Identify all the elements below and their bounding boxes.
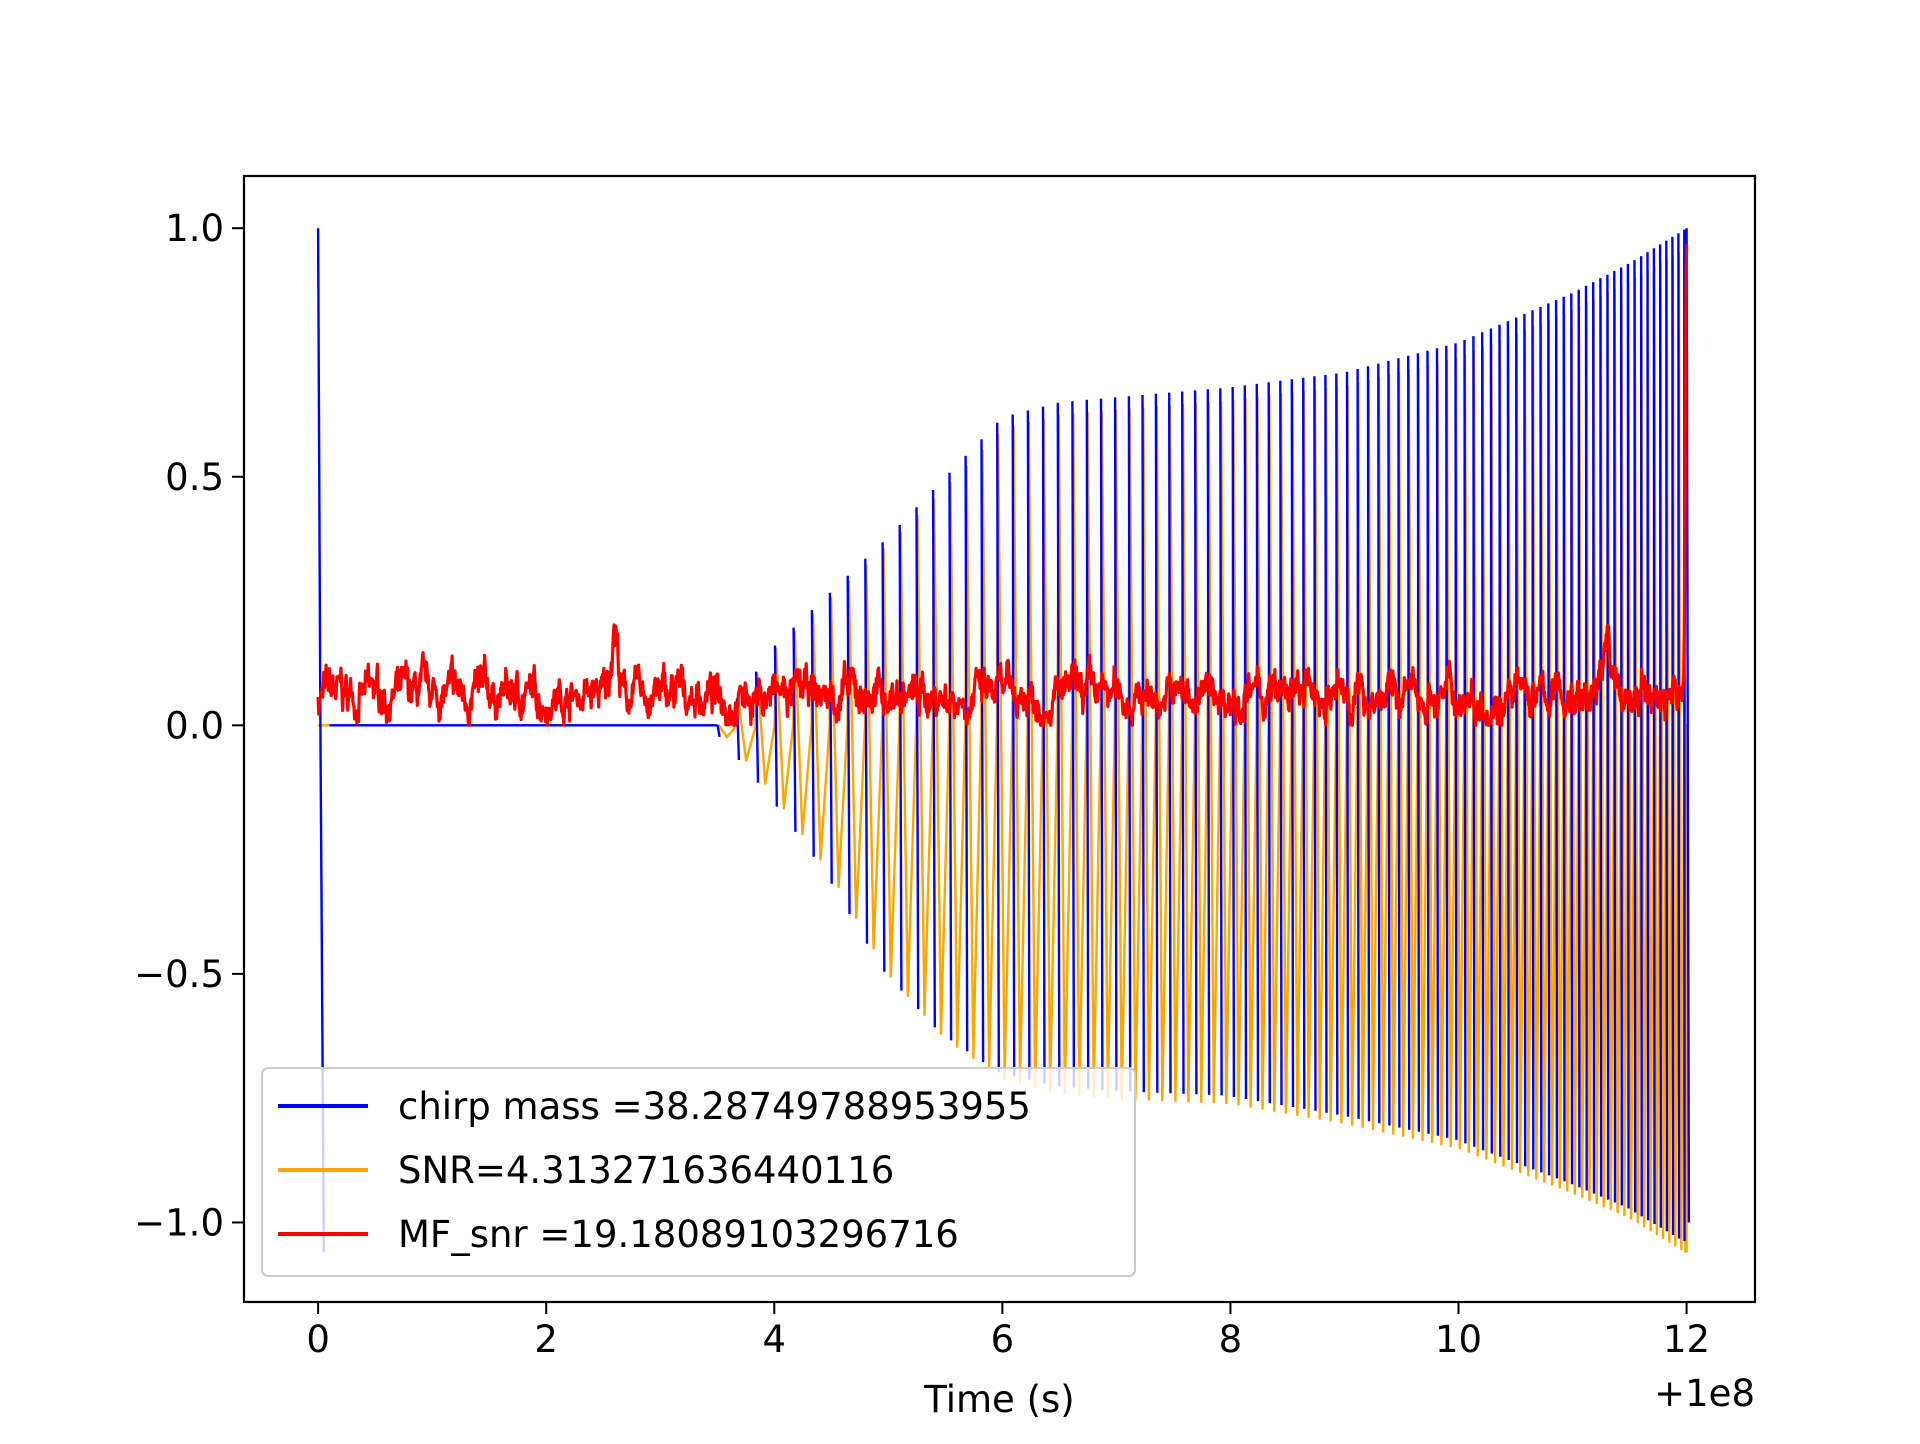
x-tick-label: 8 (1219, 1318, 1243, 1361)
x-tick-label: 0 (306, 1318, 330, 1361)
chirp-mass-series-line (316, 228, 1691, 1253)
y-tick-label: 1.0 (165, 207, 224, 250)
legend-entry-label: SNR=4.313271636440116 (398, 1149, 894, 1192)
axes-frame (242, 174, 1757, 1304)
x-axis-label: Time (s) (923, 1378, 1074, 1421)
x-tick-label: 4 (763, 1318, 787, 1361)
x-axis: 0 2 4 6 8 10 12 (306, 1302, 1710, 1361)
legend: chirp mass =38.28749788953955 SNR=4.31327… (261, 1067, 1136, 1277)
x-axis-offset-text: +1e8 (1654, 1372, 1755, 1415)
y-axis: −1.0 −0.5 0.0 0.5 1.0 (134, 207, 244, 1244)
x-tick-label: 12 (1663, 1318, 1710, 1361)
legend-box (261, 1067, 1136, 1277)
x-tick-label: 10 (1435, 1318, 1482, 1361)
y-tick-label: −1.0 (134, 1201, 224, 1244)
legend-entry-label: MF_snr =19.18089103296716 (398, 1213, 959, 1256)
mf-snr-series-line (316, 244, 1689, 727)
plot-area (316, 228, 1691, 1253)
y-tick-label: 0.0 (165, 704, 224, 747)
legend-entry-label: chirp mass =38.28749788953955 (398, 1085, 1031, 1128)
x-tick-label: 6 (991, 1318, 1015, 1361)
y-tick-label: 0.5 (165, 456, 224, 499)
x-tick-label: 2 (534, 1318, 558, 1361)
y-tick-label: −0.5 (134, 953, 224, 996)
